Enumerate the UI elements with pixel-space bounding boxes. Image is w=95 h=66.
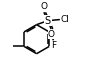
Text: O: O xyxy=(40,2,47,11)
Text: O: O xyxy=(48,30,55,39)
Text: Cl: Cl xyxy=(61,15,69,24)
Text: F: F xyxy=(51,41,56,50)
Text: S: S xyxy=(45,16,51,26)
